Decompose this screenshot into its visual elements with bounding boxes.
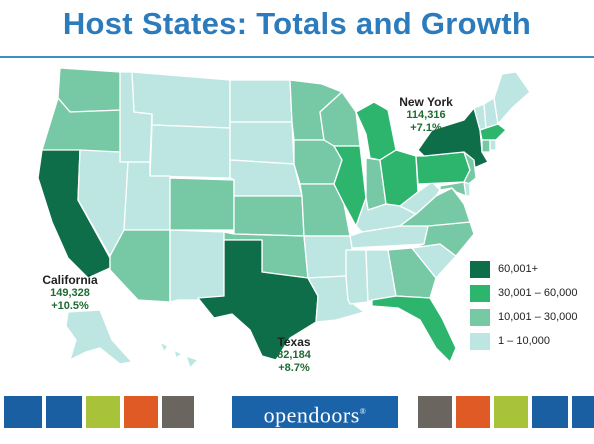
state-virginia: [399, 187, 471, 227]
footer-banner: opendoors®: [0, 396, 594, 444]
callout-texas: Texas 82,184 +8.7%: [262, 336, 326, 375]
state-north-dakota: [229, 79, 293, 123]
callout-growth: +7.1%: [410, 122, 442, 134]
legend-label: 1 – 10,000: [498, 335, 550, 347]
callout-growth: +8.7%: [278, 362, 310, 374]
state-massachusetts: [479, 123, 507, 141]
callout-name: Texas: [277, 335, 311, 349]
state-new-york: [417, 107, 489, 169]
footer-tile: [532, 396, 568, 428]
callout-name: California: [42, 273, 98, 287]
footer-tile: [46, 396, 82, 428]
legend-item: 1 – 10,000: [470, 329, 578, 353]
legend-swatch: [470, 260, 490, 278]
callout-total: 114,316: [406, 109, 446, 121]
legend-swatch: [470, 308, 490, 326]
legend-label: 30,001 – 60,000: [498, 287, 578, 299]
callout-total: 149,328: [50, 287, 90, 299]
state-kansas: [233, 195, 305, 237]
callout-california: California 149,328 +10.5%: [24, 274, 116, 313]
state-new-mexico: [169, 229, 225, 303]
page-title: Host States: Totals and Growth: [62, 6, 532, 41]
state-georgia: [387, 247, 437, 299]
callout-growth: +10.5%: [51, 300, 89, 312]
state-wyoming: [149, 124, 231, 179]
legend-swatch: [470, 332, 490, 350]
legend-label: 60,001+: [498, 263, 539, 275]
title-divider: [0, 56, 594, 58]
state-rhode-island: [489, 139, 497, 151]
state-washington: [57, 67, 124, 113]
callout-new-york: New York 114,316 +7.1%: [380, 96, 472, 135]
callout-total: 82,184: [277, 349, 311, 361]
state-hawaii: [159, 341, 199, 369]
legend-item: 30,001 – 60,000: [470, 281, 578, 305]
footer-tile: [4, 396, 42, 428]
footer-tile: [418, 396, 452, 428]
state-arizona: [109, 229, 171, 303]
legend-swatch: [470, 284, 490, 302]
state-florida: [371, 295, 457, 363]
state-delaware: [463, 181, 471, 197]
state-pennsylvania: [415, 151, 471, 185]
footer-tile: [124, 396, 158, 428]
map-legend: 60,001+ 30,001 – 60,000 10,001 – 30,000 …: [470, 257, 578, 353]
state-texas: [197, 239, 319, 361]
us-map: [37, 67, 531, 369]
legend-item: 60,001+: [470, 257, 578, 281]
legend-item: 10,001 – 30,000: [470, 305, 578, 329]
footer-tile: [162, 396, 194, 428]
footer-tile: [86, 396, 120, 428]
footer-tile: [494, 396, 528, 428]
brand-mark: ®: [359, 407, 367, 416]
state-illinois: [333, 145, 367, 227]
state-mississippi: [345, 249, 369, 305]
state-south-dakota: [229, 121, 295, 165]
legend-label: 10,001 – 30,000: [498, 311, 578, 323]
state-arkansas: [303, 235, 353, 279]
state-maine: [493, 71, 531, 125]
state-alaska: [65, 309, 133, 365]
brand-text: opendoors: [263, 402, 360, 428]
footer-tile: [572, 396, 594, 428]
state-connecticut: [481, 139, 491, 153]
state-nebraska: [229, 159, 303, 197]
callout-name: New York: [399, 95, 453, 109]
footer-tile: [456, 396, 490, 428]
state-colorado: [169, 177, 235, 231]
opendoors-logo: opendoors®: [232, 396, 398, 428]
